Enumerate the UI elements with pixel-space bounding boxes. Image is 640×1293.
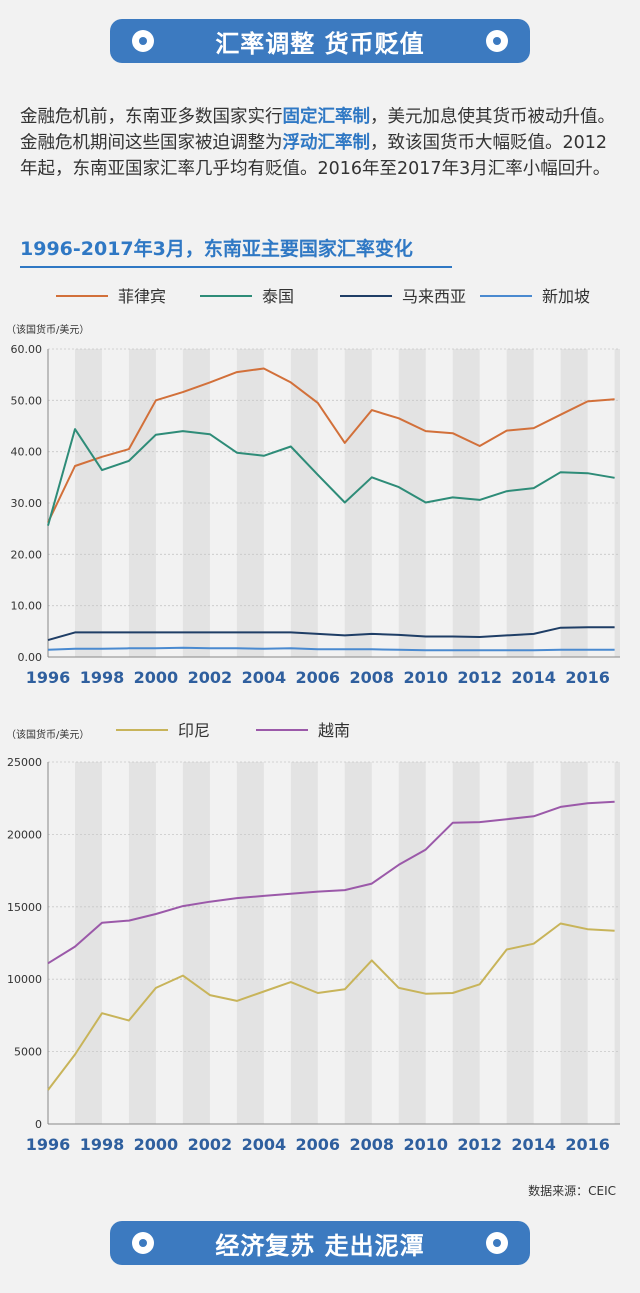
x-tick-label: 2002 (188, 668, 233, 687)
circle-dot-icon (486, 30, 508, 52)
grid-stripe (182, 762, 210, 1124)
circle-dot-icon (132, 30, 154, 52)
footer-title: 经济复苏 走出泥潭 (215, 1231, 425, 1260)
exchange-rate-chart-upper: 0.00 10.00 20.00 30.00 40.00 50.00 60.00 1996 19… (6, 287, 620, 687)
x-tick-label: 2012 (457, 668, 502, 687)
x-tick-label: 2004 (242, 668, 287, 687)
intro-text: ，致该国货币大幅贬值。2012年起，东南亚国家汇率几乎均有贬值。2016年至20… (20, 133, 611, 179)
chart-subtitle: 1996-2017年3月，东南亚主要国家汇率变化 (20, 234, 452, 268)
intro-highlight: 固定汇率制 (282, 107, 371, 127)
intro-paragraph: 金融危机前，东南亚多数国家实行固定汇率制，美元加息使其货币被动升值。金融危机期间… (20, 104, 624, 182)
y-tick-label: 30.00 (11, 497, 43, 510)
x-tick-label: 1998 (80, 668, 125, 687)
header-banner: 汇率调整 货币贬值 (110, 19, 530, 63)
x-tick-label: 1996 (26, 1135, 71, 1154)
y-tick-label: 10.00 (11, 600, 43, 613)
legend-label: 越南 (318, 721, 350, 740)
x-tick-label: 2008 (350, 668, 395, 687)
legend-label: 菲律宾 (118, 287, 166, 306)
legend-label: 新加坡 (542, 287, 590, 306)
x-tick-label: 2010 (403, 668, 448, 687)
y-tick-label: 15000 (7, 901, 42, 914)
circle-dot-icon (486, 1232, 508, 1254)
y-tick-label: 20.00 (11, 548, 43, 561)
series-line (47, 626, 615, 642)
x-tick-label: 2004 (242, 1135, 287, 1154)
x-tick-label: 2002 (188, 1135, 233, 1154)
series-line (47, 646, 615, 652)
grid-stripe (560, 762, 588, 1124)
x-tick-label: 2012 (457, 1135, 502, 1154)
header-title: 汇率调整 货币贬值 (215, 29, 425, 58)
legend-label: 泰国 (262, 287, 294, 306)
x-tick-label: 2006 (296, 668, 341, 687)
series-line (47, 800, 615, 965)
grid-stripe (398, 762, 426, 1124)
series-line (47, 367, 615, 523)
grid-stripe (290, 762, 318, 1124)
legend-label: 马来西亚 (402, 287, 466, 306)
x-tick-label: 1998 (80, 1135, 125, 1154)
footer-banner: 经济复苏 走出泥潭 (110, 1221, 530, 1265)
x-tick-label: 2006 (296, 1135, 341, 1154)
grid-stripe (236, 762, 264, 1124)
series-line (47, 922, 615, 1091)
x-tick-label: 2016 (565, 668, 610, 687)
y-tick-label: 60.00 (11, 343, 43, 356)
intro-highlight: 浮动汇率制 (282, 133, 371, 153)
legend-label: 印尼 (178, 721, 210, 740)
grid-stripe (614, 762, 620, 1124)
y-tick-label: 10000 (7, 973, 42, 986)
x-tick-label: 2000 (134, 668, 179, 687)
y-tick-label: 0 (35, 1118, 42, 1131)
x-tick-label: 2010 (403, 1135, 448, 1154)
y-tick-label: 40.00 (11, 446, 43, 459)
grid-stripe (506, 762, 534, 1124)
x-tick-label: 1996 (26, 668, 71, 687)
grid-stripe (128, 762, 156, 1124)
x-tick-label: 2014 (511, 668, 556, 687)
x-tick-label: 2000 (134, 1135, 179, 1154)
series-line (47, 428, 615, 526)
grid-stripe (452, 762, 480, 1124)
y-tick-label: 20000 (7, 828, 42, 841)
grid-stripe (344, 762, 372, 1124)
y-tick-label: 0.00 (18, 651, 43, 664)
intro-text: 金融危机前，东南亚多数国家实行 (20, 107, 283, 127)
y-tick-label: 50.00 (11, 394, 43, 407)
x-tick-label: 2016 (565, 1135, 610, 1154)
data-source: 数据来源：CEIC (528, 1184, 616, 1198)
circle-dot-icon (132, 1232, 154, 1254)
y-axis-label: （该国货币/美元） (6, 728, 89, 741)
y-tick-label: 5000 (14, 1046, 42, 1059)
exchange-rate-chart-lower: 0 5000 10000 15000 20000 25000 1996 1998 2000 200… (6, 721, 620, 1154)
y-axis-label: （该国货币/美元） (6, 323, 89, 336)
intro-text: ，美元加息使其货币被动升值。金融危机期间这些国家被迫调整为 (20, 107, 615, 153)
x-tick-label: 2014 (511, 1135, 556, 1154)
x-tick-label: 2008 (350, 1135, 395, 1154)
y-tick-label: 25000 (7, 756, 42, 769)
